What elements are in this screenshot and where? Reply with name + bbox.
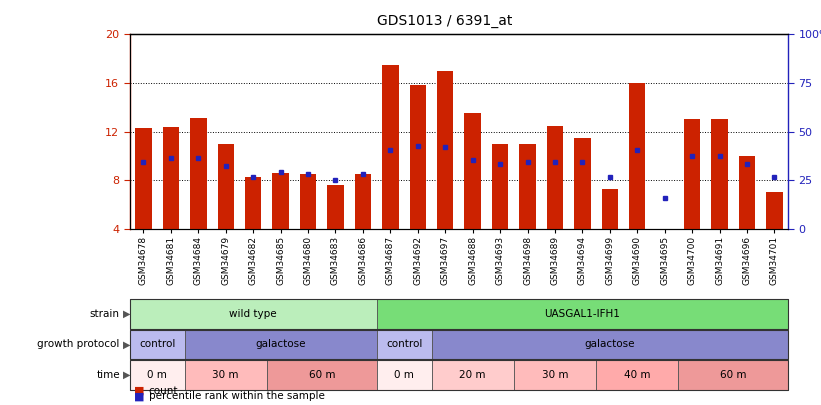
Text: ▶: ▶ xyxy=(123,309,131,319)
Bar xyxy=(465,113,481,229)
Text: 40 m: 40 m xyxy=(624,370,650,380)
Bar xyxy=(739,156,755,229)
Bar xyxy=(492,144,508,229)
Bar xyxy=(602,189,618,229)
Bar xyxy=(328,185,344,229)
Bar xyxy=(547,126,563,229)
Text: 30 m: 30 m xyxy=(213,370,239,380)
Bar xyxy=(629,83,645,229)
Text: 30 m: 30 m xyxy=(542,370,568,380)
Text: 20 m: 20 m xyxy=(460,370,486,380)
Text: ■: ■ xyxy=(134,391,144,401)
Text: percentile rank within the sample: percentile rank within the sample xyxy=(149,391,324,401)
Bar xyxy=(766,192,782,229)
Bar xyxy=(300,174,316,229)
Text: GDS1013 / 6391_at: GDS1013 / 6391_at xyxy=(377,14,512,28)
Text: UASGAL1-IFH1: UASGAL1-IFH1 xyxy=(544,309,621,319)
Bar xyxy=(135,128,152,229)
Text: wild type: wild type xyxy=(229,309,277,319)
Text: 0 m: 0 m xyxy=(394,370,414,380)
Text: control: control xyxy=(386,339,422,350)
Bar xyxy=(574,138,590,229)
Text: time: time xyxy=(96,370,120,380)
Bar xyxy=(410,85,426,229)
Text: count: count xyxy=(149,386,178,396)
Text: 60 m: 60 m xyxy=(720,370,746,380)
Text: ▶: ▶ xyxy=(123,339,131,350)
Bar xyxy=(657,229,673,231)
Bar xyxy=(245,177,261,229)
Text: strain: strain xyxy=(89,309,120,319)
Bar xyxy=(163,127,179,229)
Bar xyxy=(218,144,234,229)
Bar xyxy=(437,71,453,229)
Bar xyxy=(382,65,398,229)
Text: ■: ■ xyxy=(134,386,144,396)
Text: growth protocol: growth protocol xyxy=(38,339,120,350)
Bar xyxy=(684,119,700,229)
Text: galactose: galactose xyxy=(255,339,306,350)
Text: ▶: ▶ xyxy=(123,370,131,380)
Bar xyxy=(355,174,371,229)
Text: galactose: galactose xyxy=(585,339,635,350)
Text: control: control xyxy=(139,339,176,350)
Text: 0 m: 0 m xyxy=(147,370,167,380)
Bar xyxy=(711,119,727,229)
Text: 60 m: 60 m xyxy=(309,370,335,380)
Bar xyxy=(190,118,207,229)
Bar xyxy=(273,173,289,229)
Bar xyxy=(520,144,536,229)
